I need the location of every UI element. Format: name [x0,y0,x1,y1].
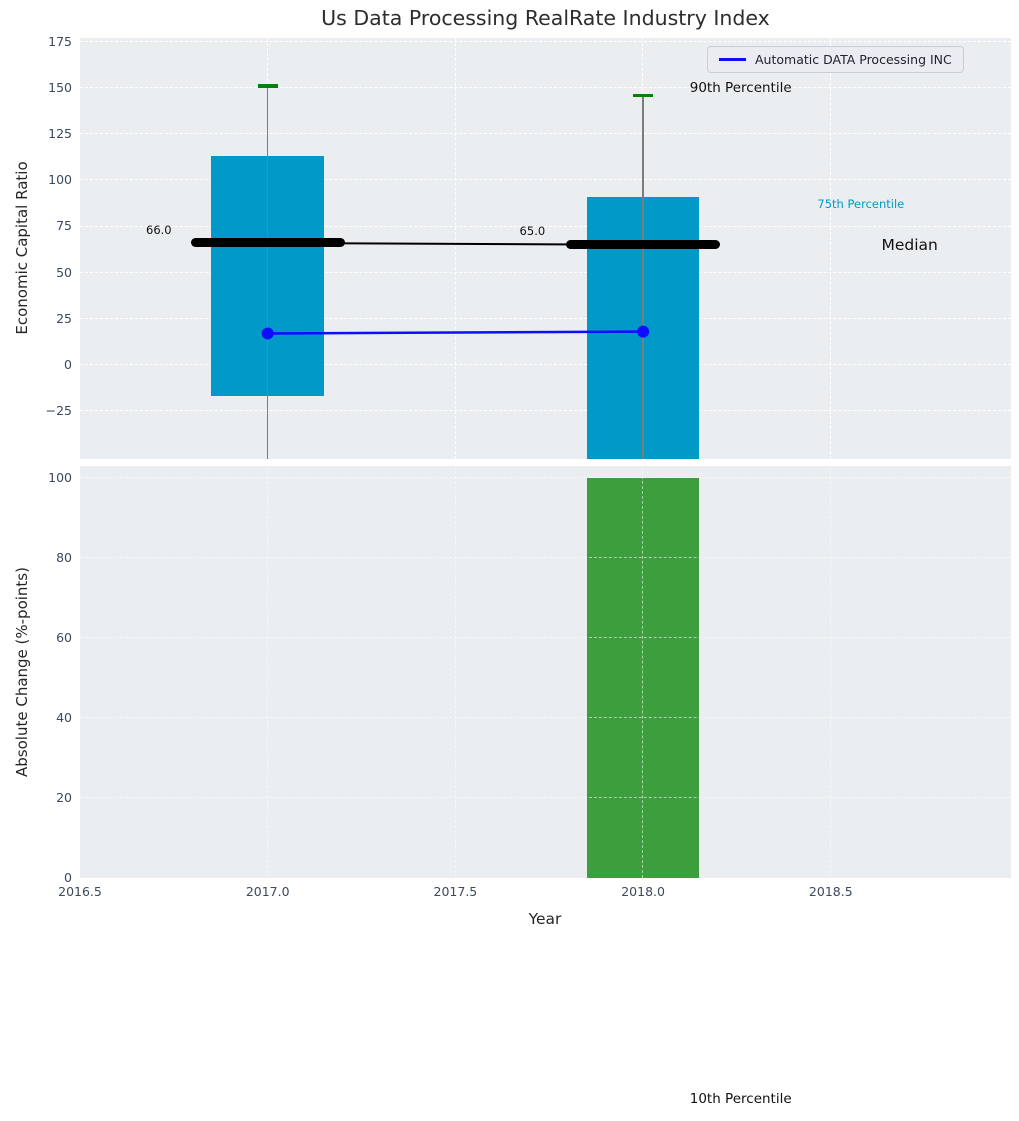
annotation-75th-percentile: 75th Percentile [817,197,905,212]
gridline [80,637,1011,639]
gridline [80,133,1011,135]
x-tick-label: 2017.0 [245,884,290,899]
median-line [566,240,721,250]
whisker-line [267,86,269,459]
series-overlay [261,241,650,340]
p90-cap [257,84,278,88]
annotation-66-0: 66.0 [146,223,172,238]
legend-label: Automatic DATA Processing INC [755,52,952,67]
gridline [80,557,1011,559]
y-tick-label: 80 [56,550,72,565]
gridline [454,466,456,878]
series-data-point [637,325,650,338]
x-axis-label: Year [528,910,562,928]
legend-line-swatch-icon [719,58,746,61]
gridline [266,466,268,878]
y-tick-label: 75 [56,218,72,234]
y-tick-label: 20 [56,790,72,805]
annotation-median: Median [881,235,938,254]
gridline [830,38,831,459]
y-tick-label: 0 [64,356,72,372]
gridline [642,466,644,878]
top-axes-economic-capital-ratio: 90th Percentile 75th Percentile Median 66.0… [80,38,1011,459]
gridline [80,364,1011,366]
p90-cap [633,93,654,97]
gridline [80,87,1011,89]
bottom-axes-absolute-change [80,466,1011,878]
y-tick-label: 125 [48,126,72,142]
y-tick-label: 50 [56,264,72,280]
y-tick-label: 0 [64,870,72,885]
annotation-65-0: 65.0 [519,223,546,238]
gridline [454,38,456,459]
y-tick-label: 100 [48,470,72,485]
whisker-line [642,95,644,459]
annotation-90th-percentile: 90th Percentile [689,79,792,96]
median-line [190,238,345,248]
series-data-point [261,327,274,340]
y-axis-label-bottom: Absolute Change (%-points) [13,567,31,777]
gridline [80,410,1011,412]
x-tick-label: 2018.0 [621,884,665,899]
y-tick-label: 100 [48,172,72,188]
x-tick-label: 2016.5 [58,884,102,899]
gridline [80,40,1011,42]
company-series-line [267,330,644,335]
legend: Automatic DATA Processing INC [707,46,964,73]
gridline [80,717,1011,719]
chart-title: Us Data Processing RealRate Industry Ind… [321,6,770,30]
y-tick-label: 25 [56,310,72,326]
y-tick-label: 40 [56,710,72,725]
gridline [830,466,831,878]
y-tick-label: 175 [48,33,72,49]
gridline [80,317,1011,319]
gridline [80,271,1011,273]
gridline [80,797,1011,799]
y-tick-label: −25 [45,402,72,418]
annotation-10th-percentile: 10th Percentile [689,1091,792,1107]
y-tick-label: 150 [48,79,72,95]
x-tick-label: 2017.5 [433,884,478,899]
y-tick-label: 60 [56,630,72,645]
gridline [80,477,1011,479]
gridline [80,225,1011,227]
gridline [80,179,1011,181]
x-tick-label: 2018.5 [808,884,853,899]
